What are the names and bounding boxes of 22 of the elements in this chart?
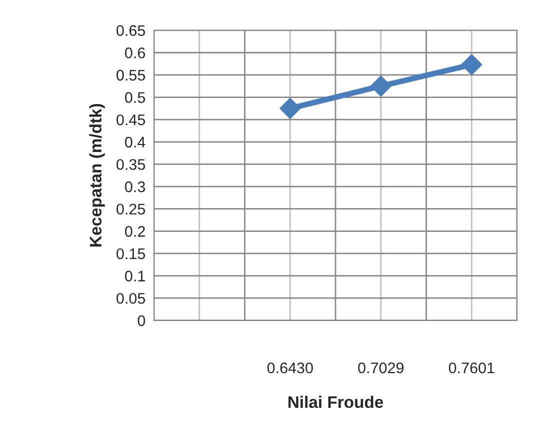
point bbox=[370, 76, 392, 97]
y-tick-label: 0.25 bbox=[116, 204, 146, 215]
y-tick-label: 0.2 bbox=[125, 226, 145, 237]
y-tick-label: 0.6 bbox=[125, 47, 145, 58]
y-tick-label: 0 bbox=[138, 315, 146, 326]
x-tick-label: 0.7601 bbox=[448, 362, 494, 374]
y-tick-label: 0.05 bbox=[116, 292, 146, 304]
y-axis-title: Kecepatan (m/dtk) bbox=[89, 104, 105, 246]
x-tick-label: 0.6430 bbox=[267, 362, 313, 374]
y-tick-label: 0.65 bbox=[116, 25, 146, 36]
point bbox=[461, 54, 482, 76]
y-tick-label: 0.1 bbox=[125, 270, 145, 282]
y-tick-label: 0.3 bbox=[125, 181, 145, 192]
y-tick-label: 0.4 bbox=[125, 136, 146, 148]
x-tick-label: 0.7029 bbox=[358, 362, 404, 374]
y-tick-label: 0.5 bbox=[125, 92, 146, 103]
point bbox=[280, 98, 301, 119]
y-tick-label: 0.45 bbox=[116, 114, 146, 126]
y-tick-label: 0.15 bbox=[116, 248, 146, 260]
y-tick-label: 0.55 bbox=[116, 70, 146, 81]
y-tick-label: 0.35 bbox=[116, 159, 146, 170]
x-axis-title: Nilai Froude bbox=[288, 396, 384, 408]
